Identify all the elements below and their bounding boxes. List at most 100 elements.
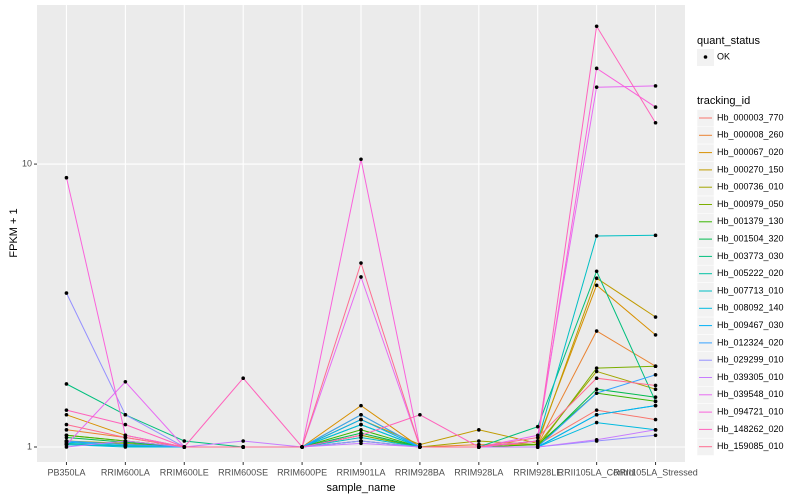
point — [594, 438, 599, 442]
point — [182, 439, 187, 443]
point — [653, 403, 658, 408]
x-tick-label: RRII105LA_Control — [558, 467, 636, 477]
x-tick-label: PB350LA — [47, 467, 85, 477]
x-axis-title: sample_name — [326, 482, 395, 494]
x-tick-label: RRIM600LE — [160, 467, 209, 477]
x-tick-label: RRII105LA_Stressed — [613, 467, 698, 477]
point — [241, 439, 245, 443]
point — [359, 422, 363, 427]
point — [535, 424, 540, 429]
legend-point — [703, 55, 708, 59]
point — [123, 379, 128, 384]
point — [594, 391, 599, 395]
legend-label: Hb_000979_050 — [717, 199, 784, 209]
legend-label: Hb_001379_130 — [717, 216, 784, 226]
point — [64, 175, 69, 180]
point — [653, 315, 658, 319]
legend-label: Hb_007713_010 — [717, 285, 784, 295]
point — [359, 417, 363, 422]
point — [64, 428, 69, 432]
y-tick-label: 1 — [27, 441, 32, 451]
point — [594, 276, 599, 281]
point — [653, 399, 658, 404]
point — [535, 445, 540, 449]
x-tick-label: RRIM600PE — [277, 467, 327, 477]
point — [653, 105, 658, 109]
point — [64, 408, 69, 412]
legend-label: Hb_039305_010 — [717, 372, 784, 382]
x-tick-label: RRIM928LE — [513, 467, 562, 477]
point — [359, 275, 363, 279]
legend-label: Hb_009467_030 — [717, 320, 784, 330]
point — [359, 403, 363, 408]
x-tick-label: RRIM928BA — [395, 467, 445, 477]
point — [594, 234, 599, 238]
point — [594, 369, 599, 374]
legend-label: Hb_148262_020 — [717, 424, 784, 434]
point — [182, 445, 187, 449]
point — [359, 441, 363, 446]
point — [653, 372, 658, 377]
legend-label: Hb_008092_140 — [717, 303, 784, 313]
point — [359, 261, 363, 265]
point — [477, 428, 481, 432]
point — [418, 445, 422, 449]
point — [359, 412, 363, 417]
point — [594, 24, 599, 29]
point — [653, 120, 658, 125]
point — [594, 269, 599, 274]
point — [359, 428, 363, 432]
point-legend-title: quant_status — [697, 35, 760, 47]
point — [594, 85, 599, 89]
legend-label: Hb_001504_320 — [717, 233, 784, 243]
legend-label: Hb_159085_010 — [717, 441, 784, 451]
point — [300, 445, 304, 449]
legend-label: Hb_000270_150 — [717, 164, 784, 174]
point — [653, 383, 658, 388]
legend-label: Hb_094721_010 — [717, 406, 784, 416]
point — [64, 382, 69, 386]
point — [123, 439, 128, 443]
legend-label: Hb_000067_020 — [717, 147, 784, 157]
point — [653, 395, 658, 399]
point — [241, 445, 245, 449]
legend-label: Hb_005222_020 — [717, 268, 784, 278]
point — [653, 417, 658, 422]
legend-label: Hb_003773_030 — [717, 251, 784, 261]
point — [64, 435, 69, 440]
legend-label: Hb_000003_770 — [717, 112, 784, 122]
x-tick-label: RRIM901LA — [336, 467, 385, 477]
legend-label: OK — [717, 51, 730, 61]
point — [241, 376, 245, 381]
legend-title: tracking_id — [697, 95, 750, 107]
point — [653, 333, 658, 337]
point — [594, 376, 599, 381]
point — [653, 364, 658, 369]
point — [123, 442, 128, 447]
legend-label: Hb_012324_020 — [717, 337, 784, 347]
point — [535, 435, 540, 440]
point — [594, 329, 599, 333]
point — [477, 445, 481, 449]
point — [653, 387, 658, 392]
point — [64, 412, 69, 417]
point — [477, 439, 481, 443]
x-tick-label: RRIM928LA — [454, 467, 503, 477]
point — [653, 84, 658, 88]
x-tick-label: RRIM600LA — [101, 467, 150, 477]
point — [123, 412, 128, 417]
legend-label: Hb_029299_010 — [717, 355, 784, 365]
point — [123, 435, 128, 440]
y-axis-title: FPKM + 1 — [8, 208, 20, 257]
legend-label: Hb_039548_010 — [717, 389, 784, 399]
point — [594, 66, 599, 71]
point — [594, 283, 599, 288]
point — [64, 422, 69, 427]
point — [64, 291, 69, 295]
legend-label: Hb_000736_010 — [717, 182, 784, 192]
point — [64, 439, 69, 443]
point — [653, 233, 658, 238]
point — [653, 433, 658, 438]
point — [359, 157, 363, 162]
point — [653, 428, 658, 432]
